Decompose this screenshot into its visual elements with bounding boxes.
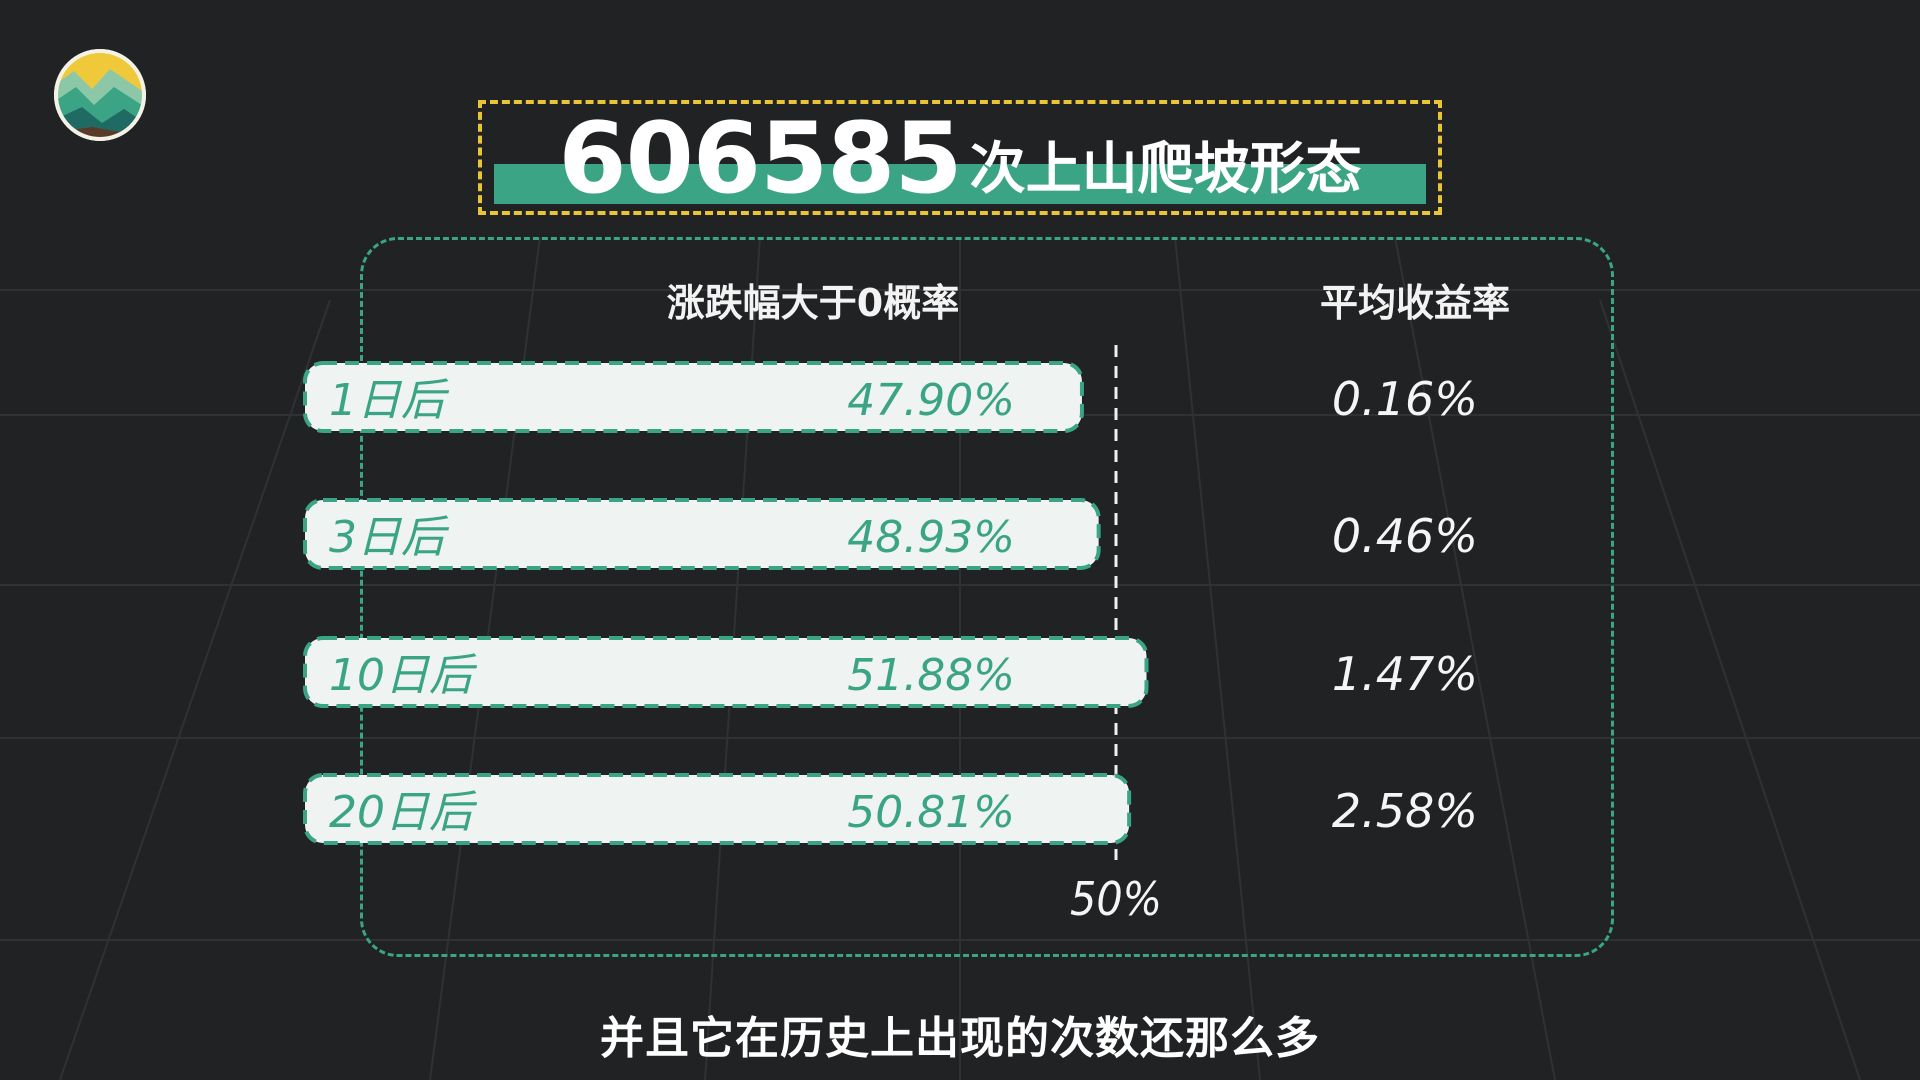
category-label: 3日后 [329,512,450,563]
bar [303,636,1149,708]
bar [303,361,1084,433]
mountain-logo-icon [54,49,146,141]
category-label: 1日后 [329,375,450,426]
chart-title: 606585 次上山爬坡形态 [490,104,1430,214]
bar [303,773,1132,845]
bar [303,498,1101,570]
bar-value-label: 47.90% [847,375,1015,426]
category-label: 10日后 [329,650,478,701]
chart-panel-frame [360,237,1614,957]
probability-column-header: 涨跌幅大于0概率 [666,281,960,325]
return-value-label: 0.46% [1332,509,1478,563]
bar-value-label: 50.81% [847,787,1015,838]
title-highlight-bar [494,164,1426,204]
title-pattern-name: 次上山爬坡形态 [969,137,1362,202]
reference-line-label: 50% [1070,872,1162,926]
bar-value-label: 51.88% [847,650,1015,701]
return-column-header: 平均收益率 [1319,281,1510,325]
return-value-label: 1.47% [1332,647,1478,701]
return-value-label: 0.16% [1332,372,1478,426]
caption-subtitle: 并且它在历史上出现的次数还那么多 [600,1013,1320,1064]
return-value-label: 2.58% [1332,784,1478,838]
category-label: 20日后 [329,787,478,838]
bar-value-label: 48.93% [847,512,1015,563]
title-dashed-frame [478,100,1442,215]
title-stock-code: 606585 [558,102,962,216]
